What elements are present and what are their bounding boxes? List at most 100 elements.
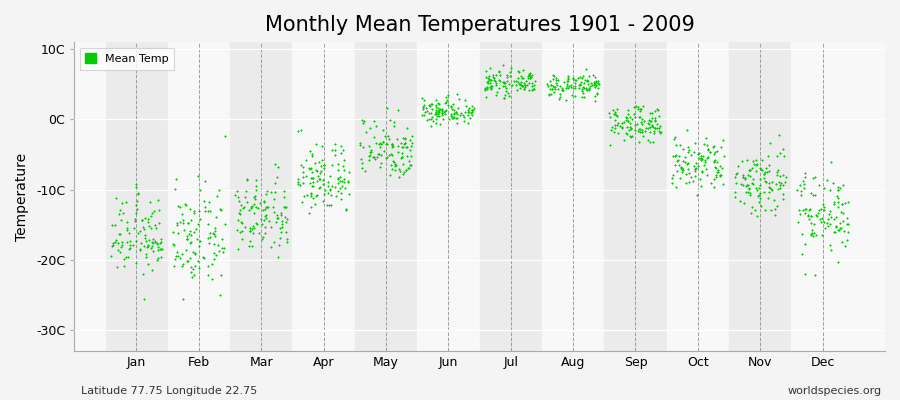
Point: [394, 150, 409, 156]
Point: [391, 149, 405, 155]
Point: [256, 197, 271, 204]
Point: [215, 245, 230, 251]
Point: [293, 127, 308, 134]
Point: [481, 80, 495, 86]
Point: [181, 220, 195, 226]
Point: [665, 175, 680, 181]
Point: [279, 218, 293, 225]
Point: [796, 206, 810, 213]
Point: [698, 157, 712, 163]
Point: [336, 147, 350, 153]
Point: [742, 192, 757, 198]
Point: [750, 161, 764, 167]
Point: [791, 207, 806, 213]
Point: [457, 97, 472, 104]
Point: [363, 125, 377, 131]
Point: [379, 141, 393, 147]
Point: [634, 116, 649, 122]
Point: [108, 222, 122, 228]
Point: [192, 208, 206, 215]
Point: [425, 114, 439, 120]
Point: [267, 161, 282, 168]
Point: [650, 124, 664, 131]
Point: [280, 216, 294, 223]
Point: [416, 104, 430, 110]
Point: [503, 69, 517, 75]
Point: [797, 170, 812, 176]
Point: [395, 135, 410, 142]
Point: [552, 96, 566, 102]
Point: [806, 232, 821, 239]
Point: [421, 116, 436, 122]
Point: [752, 198, 766, 205]
Point: [734, 180, 748, 187]
Point: [759, 179, 773, 185]
Point: [447, 110, 462, 116]
Point: [688, 173, 702, 179]
Point: [367, 133, 382, 140]
Point: [435, 108, 449, 114]
Point: [541, 83, 555, 89]
Point: [150, 241, 165, 247]
Point: [497, 94, 511, 101]
Point: [634, 129, 649, 135]
Point: [581, 85, 596, 92]
Point: [335, 183, 349, 189]
Point: [315, 143, 329, 149]
Point: [184, 274, 199, 280]
Point: [686, 178, 700, 184]
Point: [248, 196, 262, 203]
Point: [397, 169, 411, 175]
Point: [835, 239, 850, 245]
Point: [187, 208, 202, 214]
Point: [518, 84, 532, 90]
Point: [374, 152, 388, 158]
Point: [545, 76, 560, 82]
Point: [551, 86, 565, 92]
Point: [445, 106, 459, 112]
Point: [146, 248, 160, 254]
Point: [330, 166, 345, 173]
Point: [384, 151, 399, 158]
Point: [112, 207, 127, 214]
Point: [395, 154, 410, 160]
Point: [589, 82, 603, 88]
Point: [491, 68, 506, 75]
Point: [249, 220, 264, 226]
Point: [544, 86, 559, 92]
Point: [429, 102, 444, 108]
Point: [264, 224, 278, 230]
Point: [394, 140, 409, 146]
Point: [402, 158, 417, 164]
Point: [561, 78, 575, 84]
Point: [274, 212, 288, 218]
Point: [708, 172, 723, 178]
Point: [321, 179, 336, 185]
Point: [745, 179, 760, 186]
Point: [213, 272, 228, 278]
Point: [184, 232, 198, 238]
Point: [615, 124, 629, 130]
Point: [587, 81, 601, 87]
Point: [243, 237, 257, 244]
Point: [328, 152, 343, 158]
Point: [587, 82, 601, 88]
Point: [305, 151, 320, 157]
Point: [770, 172, 785, 178]
Point: [386, 143, 400, 150]
Point: [317, 165, 331, 172]
Point: [388, 161, 402, 168]
Point: [201, 272, 215, 278]
Point: [146, 240, 160, 246]
Point: [778, 174, 793, 180]
Point: [432, 101, 446, 107]
Point: [820, 222, 834, 229]
Point: [398, 140, 412, 146]
Point: [197, 203, 211, 210]
Point: [233, 202, 248, 209]
Point: [275, 221, 290, 228]
Point: [274, 210, 289, 216]
Point: [607, 128, 621, 135]
Point: [689, 192, 704, 198]
Point: [749, 162, 763, 168]
